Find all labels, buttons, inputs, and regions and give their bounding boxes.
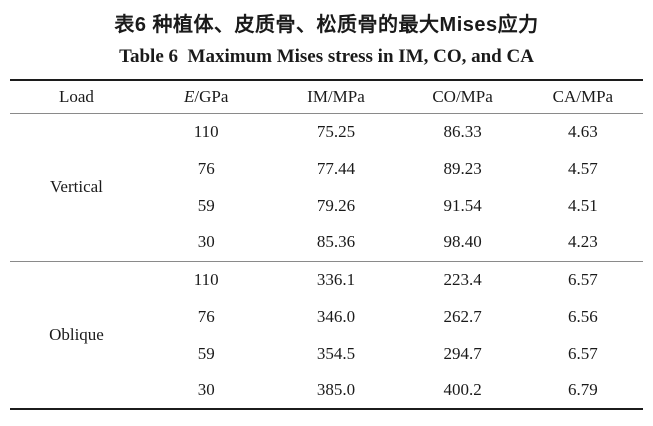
cell-ca: 6.79 [567, 380, 598, 399]
header-row: Load E/GPa IM/MPa CO/MPa CA/MPa [10, 80, 643, 113]
table-row: Vertical 110 75.25 86.33 4.63 [10, 113, 643, 196]
cell-co: 223.4 [443, 269, 482, 289]
cell-ca: 4.23 [567, 232, 598, 252]
table-row: 30 85.36 98.40 4.23 [10, 224, 643, 261]
cell-e: 30 [197, 380, 215, 399]
cell-im: 336.1 [316, 269, 356, 289]
cell-im: 354.5 [316, 343, 356, 363]
table-caption-chinese: 表6 种植体、皮质骨、松质骨的最大Mises应力 [114, 14, 539, 36]
load-group-label-oblique: Oblique [49, 324, 104, 344]
col-header-im-mpa: IM/MPa [307, 86, 365, 106]
cell-im: 385.0 [316, 380, 356, 399]
col-header-co-mpa: CO/MPa [432, 86, 493, 106]
cell-ca: 6.57 [567, 343, 598, 363]
cell-co: 400.2 [443, 380, 482, 399]
table-row: 59 79.26 91.54 4.51 [10, 187, 643, 224]
cell-co: 91.54 [443, 195, 482, 215]
table-row: 59 354.5 294.7 6.57 [10, 335, 643, 372]
col-header-load: Load [58, 86, 94, 106]
cell-ca: 4.63 [567, 121, 598, 141]
cell-ca: 4.51 [567, 195, 598, 215]
cell-e: 59 [197, 195, 215, 215]
cell-co: 86.33 [443, 121, 482, 141]
section-oblique: Oblique 110 336.1 223.4 6.57 76 346.0 26… [10, 261, 643, 409]
cell-co: 294.7 [443, 343, 482, 363]
section-vertical: Vertical 110 75.25 86.33 4.63 76 77.44 8… [10, 113, 643, 261]
table-row: 30 385.0 400.2 6.79 [10, 372, 643, 409]
cell-co: 262.7 [443, 306, 482, 326]
cell-co: 98.40 [443, 232, 482, 252]
mises-stress-table: Load E/GPa IM/MPa CO/MPa CA/MPa Vertical… [10, 79, 643, 410]
load-group-label-vertical: Vertical [50, 177, 103, 196]
cell-co: 89.23 [443, 158, 482, 178]
cell-e: 110 [193, 121, 219, 141]
cell-e: 59 [197, 343, 215, 363]
col-header-e-gpa: E/GPa [143, 80, 270, 113]
e-unit: /GPa [194, 86, 229, 106]
table-row: 76 346.0 262.7 6.56 [10, 298, 643, 335]
cell-e: 110 [193, 269, 219, 289]
table-caption-english: Table 6 Maximum Mises stress in IM, CO, … [119, 46, 534, 67]
cell-im: 346.0 [316, 306, 356, 326]
cell-e: 76 [197, 158, 215, 178]
cell-im: 77.44 [316, 158, 356, 178]
cell-im: 85.36 [316, 232, 356, 252]
cell-im: 79.26 [316, 195, 356, 215]
col-header-ca-mpa: CA/MPa [552, 86, 614, 106]
cell-ca: 6.57 [567, 269, 598, 289]
table-row: Oblique 110 336.1 223.4 6.57 [10, 261, 643, 344]
cell-ca: 6.56 [567, 306, 598, 326]
cell-e: 76 [197, 306, 215, 326]
cell-im: 75.25 [316, 121, 356, 141]
cell-e: 30 [197, 232, 215, 252]
table-row: 76 77.44 89.23 4.57 [10, 150, 643, 187]
table-header: Load E/GPa IM/MPa CO/MPa CA/MPa [10, 80, 643, 113]
e-symbol: E [184, 86, 195, 106]
cell-ca: 4.57 [567, 158, 598, 178]
